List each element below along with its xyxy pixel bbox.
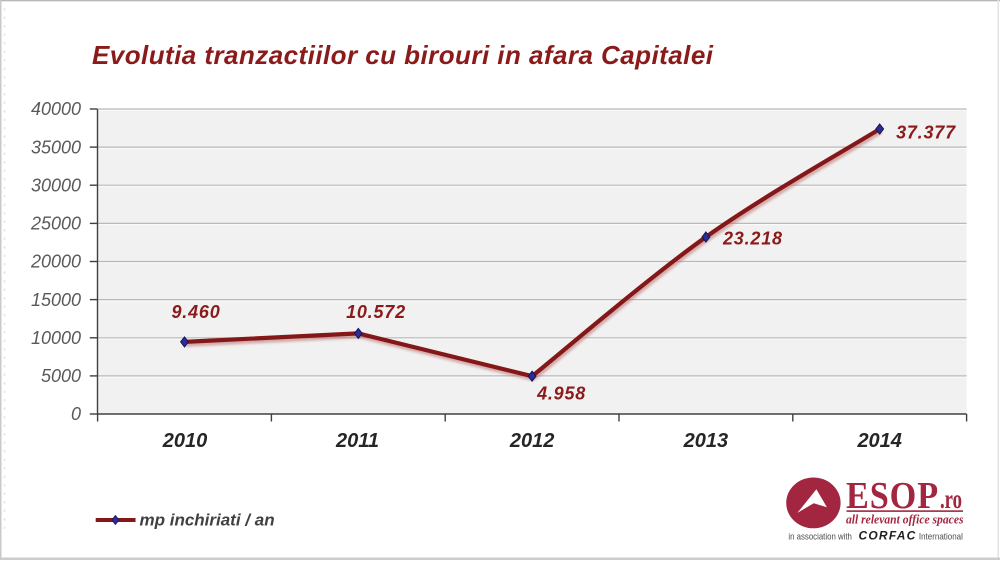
svg-text:2010: 2010 — [162, 430, 208, 452]
svg-text:10.572: 10.572 — [346, 302, 406, 322]
svg-text:.ro: .ro — [940, 484, 962, 514]
svg-text:International: International — [919, 532, 963, 543]
svg-text:mp inchiriati / an: mp inchiriati / an — [140, 511, 275, 530]
svg-text:2014: 2014 — [856, 430, 902, 452]
svg-text:30000: 30000 — [31, 175, 81, 195]
svg-text:25000: 25000 — [30, 214, 81, 234]
svg-text:4.958: 4.958 — [536, 384, 586, 404]
svg-text:all relevant office spaces: all relevant office spaces — [846, 513, 964, 527]
svg-text:ESOP: ESOP — [846, 475, 939, 517]
svg-text:35000: 35000 — [31, 137, 81, 157]
svg-text:Evolutia tranzactiilor cu biro: Evolutia tranzactiilor cu birouri in afa… — [92, 40, 714, 70]
svg-text:in association with: in association with — [788, 532, 852, 543]
svg-text:10000: 10000 — [31, 328, 81, 348]
svg-text:20000: 20000 — [30, 252, 81, 272]
svg-text:9.460: 9.460 — [171, 302, 220, 322]
svg-text:0: 0 — [71, 404, 81, 424]
svg-text:2013: 2013 — [683, 430, 729, 452]
svg-text:5000: 5000 — [41, 366, 81, 386]
svg-text:2011: 2011 — [335, 430, 379, 452]
svg-text:15000: 15000 — [31, 290, 81, 310]
svg-text:40000: 40000 — [31, 99, 81, 119]
svg-text:23.218: 23.218 — [722, 229, 783, 249]
svg-text:37.377: 37.377 — [896, 123, 956, 143]
svg-text:CORFAC: CORFAC — [859, 531, 917, 543]
svg-text:2012: 2012 — [509, 430, 555, 452]
